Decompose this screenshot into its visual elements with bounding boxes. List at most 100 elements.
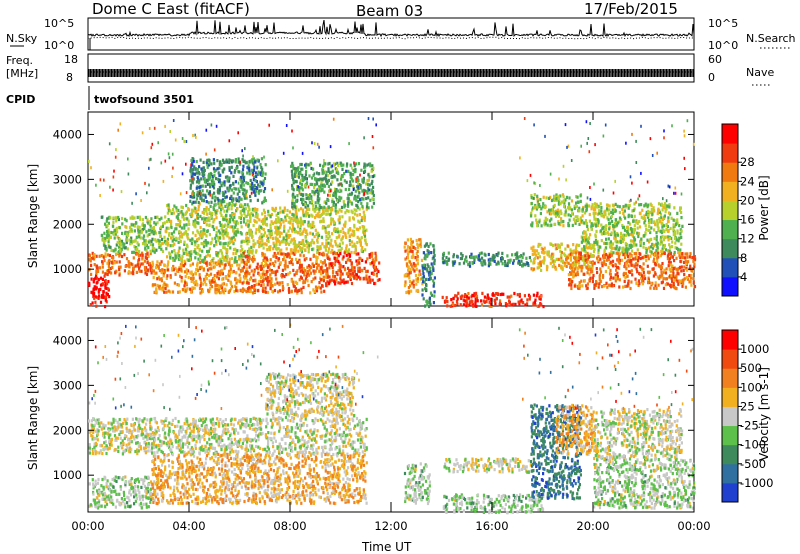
heatmap-cell	[248, 228, 251, 232]
heatmap-cell	[555, 246, 559, 250]
heatmap-cell	[591, 266, 594, 271]
heatmap-cell	[181, 215, 184, 219]
heatmap-cell	[112, 216, 115, 220]
heatmap-cell	[228, 184, 232, 188]
heatmap-cell	[422, 280, 425, 284]
heatmap-cell	[571, 223, 574, 227]
heatmap-cell	[369, 164, 372, 168]
heatmap-cell	[294, 250, 297, 254]
heatmap-cell	[234, 158, 237, 162]
heatmap-cell	[349, 180, 352, 184]
heatmap-cell	[192, 276, 195, 280]
heatmap-cell	[481, 291, 484, 295]
heatmap-cell	[240, 182, 243, 186]
heatmap-cell	[263, 263, 267, 268]
heatmap-cell	[94, 295, 97, 299]
heatmap-cell	[574, 248, 577, 252]
heatmap-cell	[245, 196, 248, 200]
heatmap-cell	[426, 263, 429, 267]
heatmap-cell	[338, 195, 341, 199]
heatmap-cell	[206, 249, 209, 254]
heatmap-cell	[245, 263, 248, 267]
heatmap-cell	[326, 269, 329, 273]
heatmap-cell	[338, 217, 341, 221]
heatmap-cell	[429, 242, 432, 246]
heatmap-cell	[301, 201, 304, 205]
heatmap-cell	[283, 229, 286, 233]
heatmap-cell	[673, 259, 676, 263]
heatmap-cell	[159, 225, 163, 229]
heatmap-cell	[578, 261, 581, 265]
heatmap-cell	[306, 265, 309, 269]
heatmap-cell	[226, 220, 230, 224]
heatmap-cell	[156, 221, 159, 225]
heatmap-cell	[566, 244, 569, 248]
heatmap-cell	[189, 253, 192, 257]
heatmap-cell	[428, 271, 431, 275]
heatmap-cell	[178, 254, 181, 258]
heatmap-cell	[191, 286, 194, 290]
heatmap-cell	[276, 251, 279, 255]
heatmap-cell	[268, 232, 271, 236]
heatmap-cell	[113, 236, 116, 240]
heatmap-cell	[109, 245, 112, 249]
heatmap-cell	[584, 255, 587, 260]
heatmap-cell	[371, 261, 374, 265]
heatmap-cell	[297, 249, 300, 253]
heatmap-cell	[572, 217, 575, 221]
heatmap-cell	[181, 205, 184, 210]
heatmap-cell	[178, 221, 182, 226]
heatmap-cell	[319, 205, 322, 210]
heatmap-cell	[461, 254, 464, 258]
heatmap-cell	[243, 239, 246, 243]
heatmap-cell	[137, 233, 140, 237]
heatmap-cell	[290, 260, 293, 265]
heatmap-cell	[561, 266, 564, 270]
heatmap-cell	[299, 248, 302, 252]
heatmap-cell	[227, 273, 230, 277]
heatmap-cell	[622, 285, 625, 289]
heatmap-cell	[654, 281, 657, 285]
heatmap-cell	[112, 232, 115, 236]
heatmap-cell	[624, 276, 627, 280]
heatmap-cell	[261, 222, 265, 226]
heatmap-cell	[205, 277, 208, 281]
heatmap-cell	[217, 198, 220, 202]
heatmap-cell	[567, 206, 570, 210]
heatmap-cell	[114, 232, 117, 236]
heatmap-cell	[196, 190, 199, 194]
heatmap-cell	[514, 302, 517, 306]
heatmap-cell	[323, 289, 326, 293]
heatmap-cell	[345, 169, 348, 173]
heatmap-cell	[312, 269, 315, 273]
heatmap-cell	[199, 233, 202, 237]
heatmap-cell	[547, 253, 550, 257]
heatmap-cell	[627, 279, 630, 283]
heatmap-cell	[223, 258, 226, 262]
heatmap-cell	[202, 282, 205, 286]
heatmap-cell	[607, 265, 610, 269]
heatmap-cell	[286, 213, 289, 217]
heatmap-cell	[252, 190, 255, 194]
heatmap-cell	[357, 252, 360, 256]
heatmap-cell	[267, 209, 270, 213]
heatmap-cell	[109, 235, 112, 239]
heatmap-cell	[266, 238, 269, 243]
heatmap-cell	[319, 266, 323, 270]
heatmap-cell	[553, 203, 556, 207]
heatmap-cell	[357, 200, 360, 204]
heatmap-cell	[257, 159, 260, 163]
heatmap-cell	[325, 234, 328, 238]
heatmap-cell	[581, 258, 584, 262]
heatmap-cell	[102, 238, 105, 242]
heatmap-cell	[408, 260, 412, 264]
heatmap-cell	[330, 206, 333, 210]
heatmap-cell	[274, 282, 277, 286]
heatmap-cell	[303, 273, 306, 277]
heatmap-cell	[525, 256, 528, 260]
heatmap-cell	[352, 244, 356, 248]
heatmap-cell	[639, 256, 642, 261]
heatmap-cell	[201, 189, 204, 193]
heatmap-cell	[234, 247, 237, 251]
heatmap-cell	[310, 176, 314, 180]
